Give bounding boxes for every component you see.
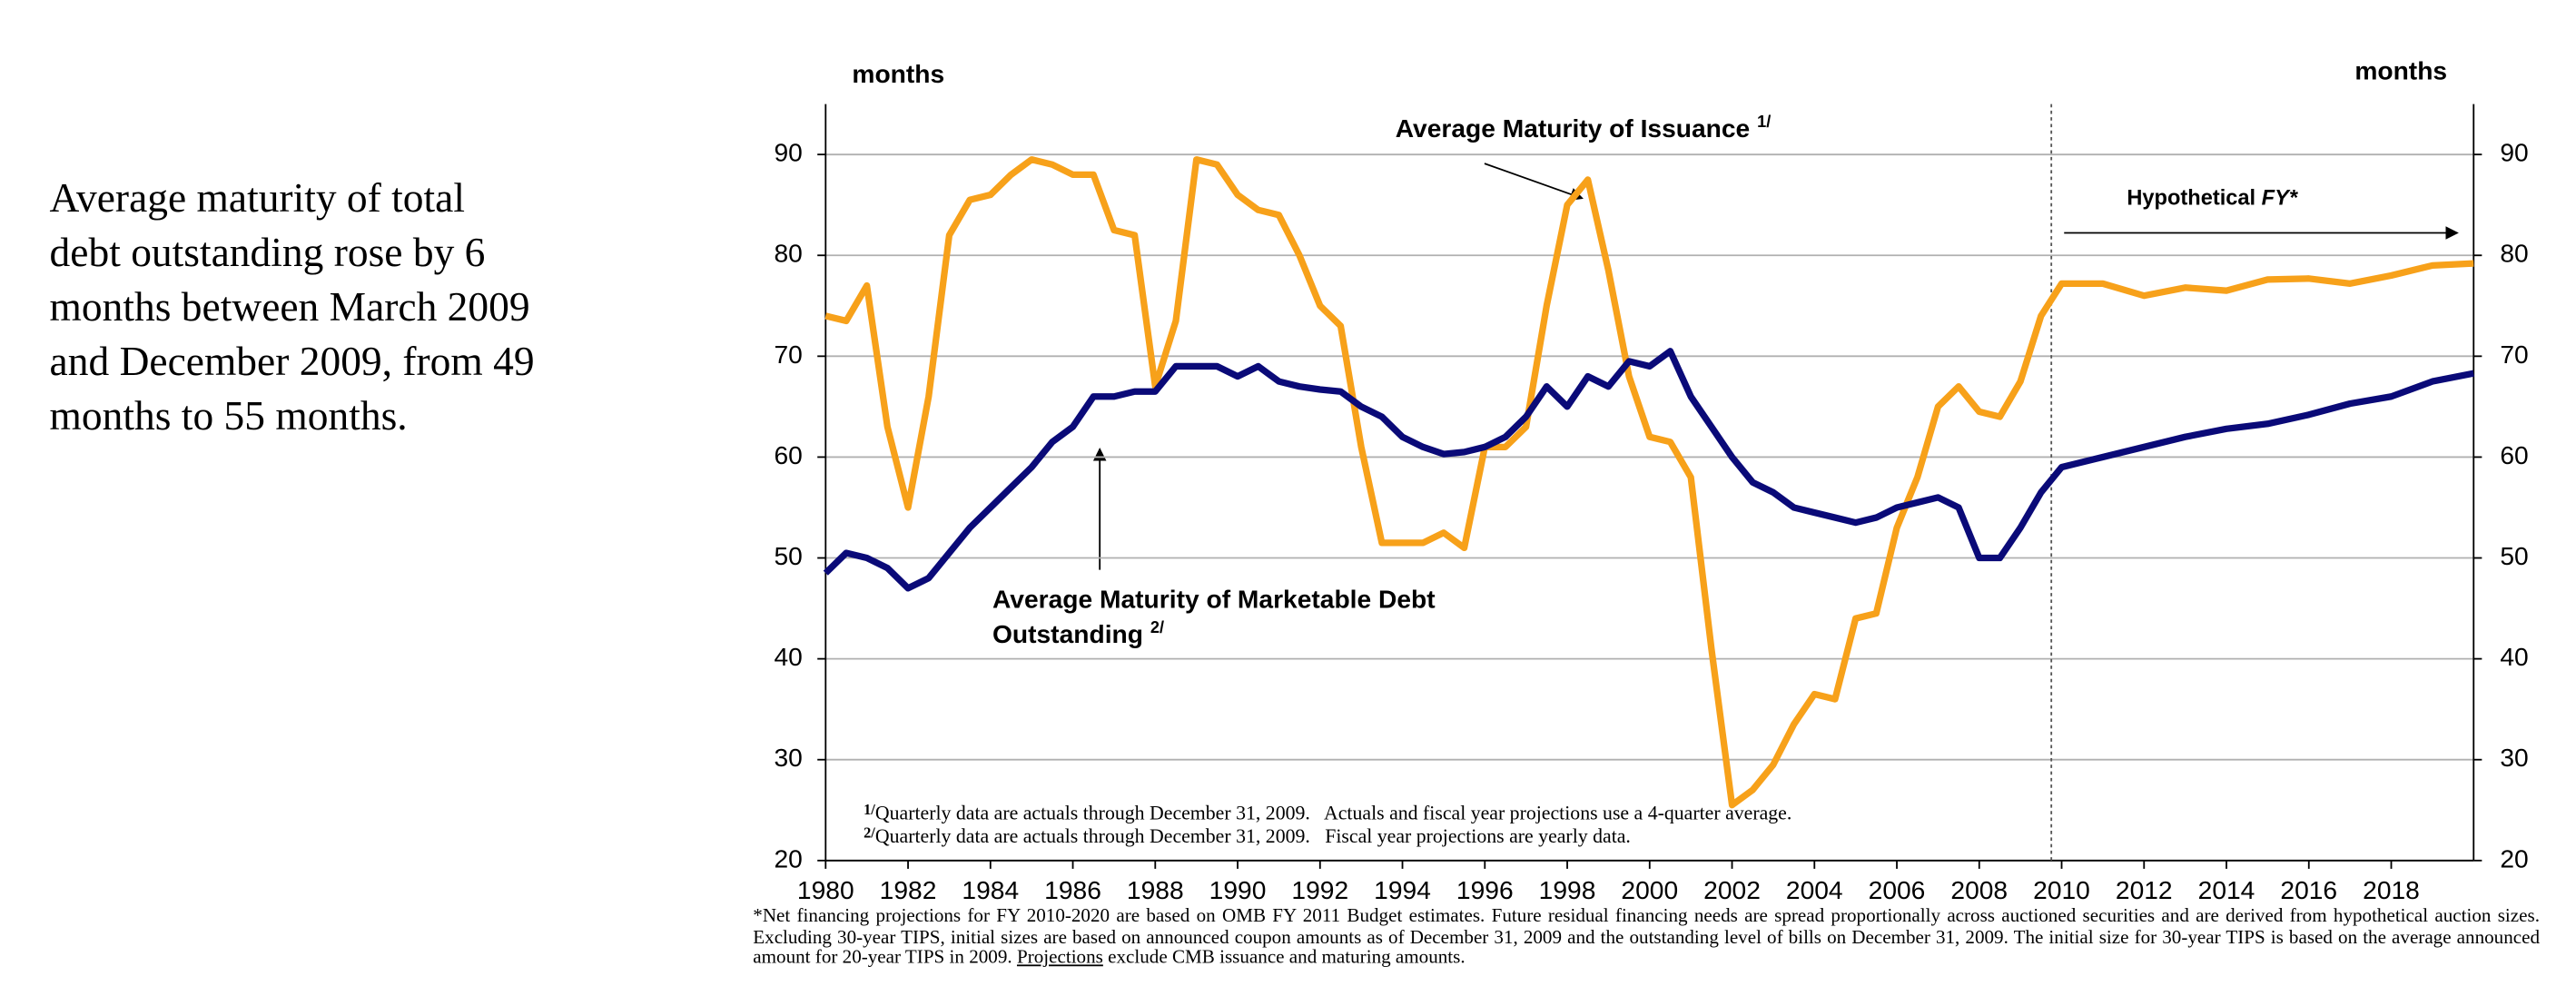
hypothetical-fy: FY* <box>2262 187 2299 211</box>
x-tick-label: 2000 <box>1621 875 1678 904</box>
note-text: exclude CMB issuance and maturing amount… <box>1108 946 1466 969</box>
y2-tick-label: 50 <box>2500 541 2528 570</box>
y2-tick-label: 90 <box>2500 138 2528 167</box>
x-tick-label: 1986 <box>1044 875 1101 904</box>
x-tick-label: 1990 <box>1209 875 1267 904</box>
y-tick-label: 80 <box>774 239 802 268</box>
y2-tick-label: 80 <box>2500 239 2528 268</box>
x-tick-label: 1998 <box>1539 875 1596 904</box>
footnote-text: Quarterly data are actuals through Decem… <box>875 825 1631 847</box>
x-tick-label: 1980 <box>797 875 854 904</box>
series-annotation: Average Maturity of Issuance 1/ <box>1396 113 1772 143</box>
x-tick-label: 1992 <box>1291 875 1348 904</box>
x-tick-label: 2016 <box>2280 875 2337 904</box>
y-tick-label: 30 <box>774 743 802 772</box>
series-annotation: Average Maturity of Marketable Debt Outs… <box>992 587 1488 649</box>
x-tick-label: 1982 <box>880 875 937 904</box>
x-tick-label: 1988 <box>1127 875 1184 904</box>
plot: 20 30 40 50 60 70 80 90 20 30 40 50 60 70 80 90 1980 1982… <box>774 104 2529 904</box>
hypothetical-label: Hypothetical FY* <box>2127 187 2299 211</box>
y-tick-label: 70 <box>774 340 802 369</box>
annotation-arrow <box>1484 163 1584 201</box>
y2-tick-label: 30 <box>2500 743 2528 772</box>
footnote-mark: 1/ <box>864 801 875 818</box>
side-text: Average maturity of total debt outstandi… <box>49 176 535 439</box>
y2-tick-label: 40 <box>2500 642 2528 671</box>
footnote: 1/Quarterly data are actuals through Dec… <box>864 801 1791 823</box>
x-tick-label: 1996 <box>1456 875 1514 904</box>
annotation-sup: 1/ <box>1757 113 1771 131</box>
note-underlined: Projections <box>1016 946 1103 969</box>
y-tick-label: 90 <box>774 138 802 167</box>
footnote: 2/Quarterly data are actuals through Dec… <box>864 823 1631 846</box>
y-tick-label: 50 <box>774 541 802 570</box>
y-tick-label: 60 <box>774 440 802 469</box>
x-tick-label: 1984 <box>962 875 1019 904</box>
x-tick-label: 2010 <box>2033 875 2090 904</box>
annotation-text: Average Maturity of Marketable Debt Outs… <box>992 586 1436 650</box>
x-tick-label: 2002 <box>1703 875 1761 904</box>
hypothetical-text: Hypothetical <box>2127 187 2255 211</box>
x-tick-label: 2012 <box>2116 875 2173 904</box>
note-text: *Net financing projections for FY 2010-2… <box>753 904 2541 969</box>
y-axis-label: months <box>852 59 944 88</box>
x-tick-label: 2006 <box>1869 875 1926 904</box>
x-tick-label: 2008 <box>1950 875 2008 904</box>
x-tick-label: 2014 <box>2198 875 2255 904</box>
series-line <box>823 348 2474 592</box>
y-tick-label: 40 <box>774 642 802 671</box>
x-tick-label: 2018 <box>2363 875 2420 904</box>
y2-tick-label: 70 <box>2500 340 2528 369</box>
footnote-text: Quarterly data are actuals through Decem… <box>875 802 1791 823</box>
y2-tick-label: 20 <box>2500 843 2528 873</box>
y2-tick-label: 60 <box>2500 440 2528 469</box>
note: *Net financing projections for FY 2010-2… <box>753 904 2541 970</box>
x-tick-label: 1994 <box>1374 875 1431 904</box>
series-line <box>824 156 2474 809</box>
annotation-sup: 2/ <box>1150 619 1164 638</box>
y-tick-label: 20 <box>774 843 802 873</box>
footnote-mark: 2/ <box>864 823 875 841</box>
x-tick-label: 2004 <box>1786 875 1843 904</box>
annotation-text: Average Maturity of Issuance <box>1396 113 1751 143</box>
y2-axis-label: months <box>2354 55 2447 84</box>
